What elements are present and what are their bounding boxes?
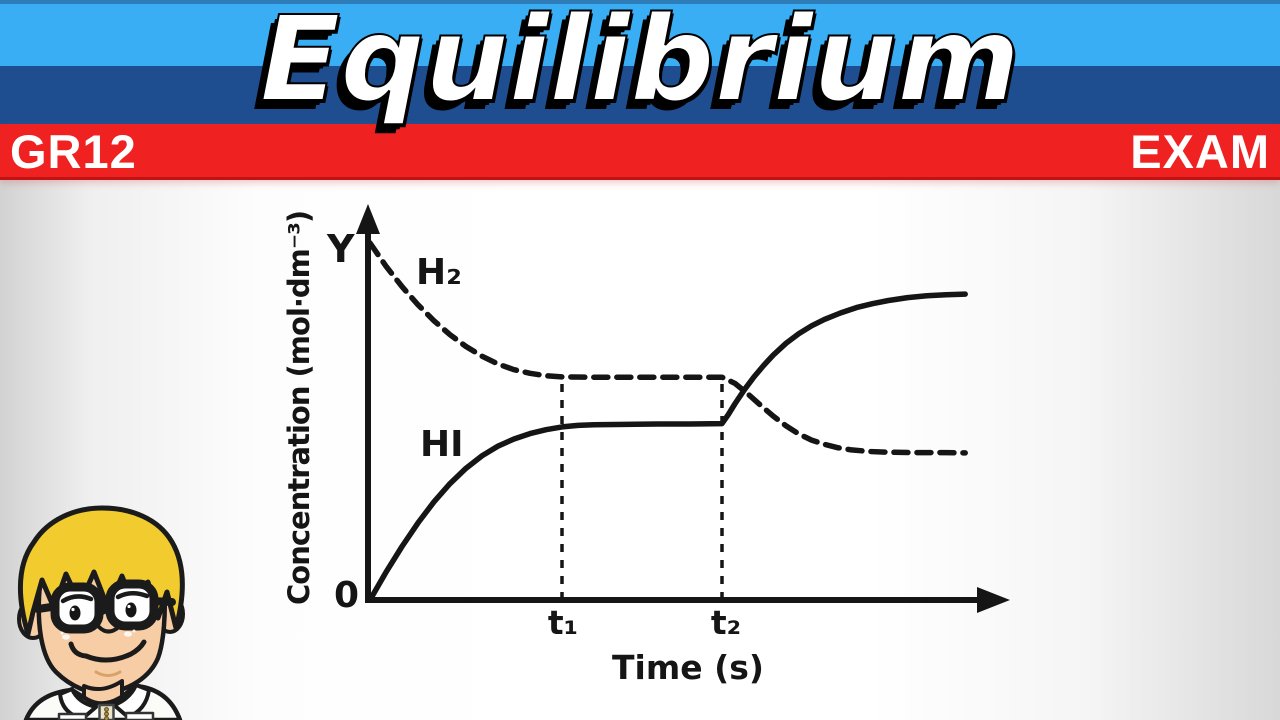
tick-label-t1: t₁ (547, 603, 579, 642)
tick-label-t2: t₂ (710, 603, 742, 642)
series-curve-h2 (367, 240, 968, 456)
mascot-eye-highlight-right (127, 604, 131, 609)
series-label-hi: HI (420, 424, 464, 465)
mascot-eye-highlight-left (71, 607, 75, 612)
x-axis-label: Time (s) (612, 648, 764, 687)
mascot-nose (97, 625, 121, 634)
mascot-pocket-left (57, 712, 88, 720)
mascot-eyelid-right (115, 591, 150, 600)
mascot-buttons (104, 707, 109, 720)
mascot-cheek-gleams (60, 629, 136, 640)
mascot-pupil-left (69, 605, 81, 621)
mascot-smile (68, 639, 147, 663)
mascot-pupil-right (125, 602, 137, 618)
y-axis-arrow-icon (356, 204, 380, 234)
header-band-light-blue (0, 0, 1280, 66)
y-initial-mark: Y (327, 227, 355, 271)
x-axis-arrow-icon (977, 587, 1010, 613)
y-axis-label: Concentration (mol·dm⁻³) (282, 210, 316, 606)
mascot-cartoon-boy (17, 505, 185, 720)
series-label-h2: H₂ (416, 252, 462, 293)
mascot-pocket-right (124, 711, 155, 720)
exam-badge: EXAM (1130, 125, 1270, 178)
grade-badge: GR12 (10, 125, 137, 178)
page-title: Equilibrium (259, 0, 1022, 129)
header-band-dark-blue (0, 66, 1280, 124)
header-band-red (0, 124, 1280, 180)
mascot-chin-crease (94, 670, 122, 677)
origin-label: 0 (334, 575, 360, 616)
chart-curves (367, 240, 968, 603)
series-curve-hi (367, 291, 968, 603)
mascot-eyelid-left (60, 594, 94, 604)
